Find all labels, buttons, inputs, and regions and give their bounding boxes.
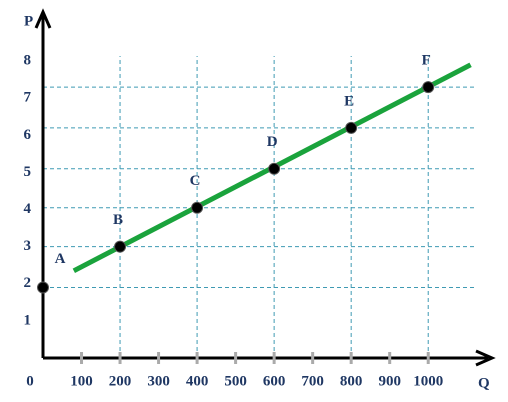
y-tick-label: 2 — [24, 275, 32, 291]
point-label: C — [190, 173, 201, 189]
point-label: F — [422, 53, 431, 69]
x-tick-label: 100 — [70, 373, 93, 389]
x-tick-label: 400 — [186, 373, 209, 389]
x-tick-label: 200 — [109, 373, 132, 389]
y-tick-label: 3 — [24, 238, 32, 254]
x-axis-label: Q — [478, 375, 490, 391]
x-tick-label: 600 — [263, 373, 286, 389]
y-tick-label: 4 — [24, 201, 32, 217]
y-tick-label: 8 — [24, 53, 32, 69]
point — [191, 201, 204, 214]
point-label: B — [113, 212, 123, 228]
point-label: A — [55, 251, 66, 267]
y-tick-label: 7 — [24, 90, 32, 106]
point-label: E — [344, 93, 354, 109]
point — [268, 162, 281, 175]
x-tick-label: 0 — [26, 373, 34, 389]
x-tick-label: 500 — [224, 373, 247, 389]
point — [345, 121, 358, 134]
x-tick-label: 800 — [340, 373, 363, 389]
x-tick-label: 700 — [301, 373, 324, 389]
y-axis-arrow — [34, 8, 52, 29]
x-tick-label: 1000 — [413, 373, 443, 389]
x-tick-label: 300 — [147, 373, 170, 389]
y-tick-label: 5 — [24, 164, 32, 180]
y-axis-label: P — [24, 13, 33, 29]
point — [422, 81, 435, 94]
y-tick-label: 1 — [24, 312, 32, 328]
y-tick-label: 6 — [24, 127, 32, 143]
point — [37, 281, 49, 294]
x-axis-arrow — [475, 349, 496, 367]
x-tick-label: 900 — [378, 373, 401, 389]
point — [114, 240, 127, 253]
point-label: D — [267, 134, 278, 150]
